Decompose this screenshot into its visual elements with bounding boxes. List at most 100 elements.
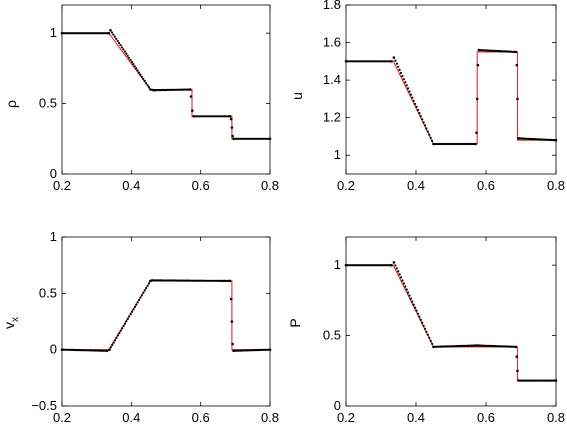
x-tick-label: 0.6 — [477, 410, 495, 425]
data-point — [229, 297, 233, 301]
data-point — [423, 327, 427, 330]
y-tick-label: −0.5 — [31, 398, 57, 413]
data-point — [431, 342, 434, 345]
data-point — [228, 115, 232, 118]
data-point — [411, 300, 414, 303]
y-tick-label: 1 — [334, 147, 341, 162]
data-point — [132, 63, 135, 66]
data-point — [395, 62, 398, 65]
data-point — [133, 65, 136, 68]
data-point — [113, 35, 116, 38]
data-point — [392, 56, 396, 59]
subplot-2: 0.2 0.4 0.6 0.8 1 1.2 1.4 1.6 1.8 u — [289, 0, 565, 193]
data-point — [412, 99, 415, 102]
series-points-2 — [60, 279, 272, 353]
data-point — [112, 341, 115, 344]
data-point — [405, 288, 408, 291]
data-point — [474, 142, 477, 146]
data-point — [515, 63, 519, 67]
data-point — [129, 58, 132, 62]
x-tick-label: 0.2 — [337, 178, 355, 193]
data-point — [147, 86, 151, 89]
data-point — [122, 48, 125, 51]
data-point — [135, 303, 138, 306]
data-point — [189, 88, 192, 91]
data-point — [116, 39, 119, 43]
x-tick-label: 0.4 — [122, 410, 140, 425]
data-point — [514, 50, 518, 54]
y-tick-label: 1 — [50, 25, 57, 40]
series-line-1 — [346, 51, 556, 145]
data-point — [404, 81, 407, 84]
y-tick-label: 0 — [334, 398, 341, 413]
data-point — [399, 71, 403, 75]
x-tick-label: 0.8 — [261, 410, 279, 425]
y-tick-label: 1.4 — [323, 72, 341, 87]
data-point — [147, 282, 151, 285]
data-point — [191, 109, 194, 112]
data-point — [397, 270, 400, 273]
data-point — [119, 329, 122, 332]
y-axis-label: u — [289, 92, 305, 100]
data-point — [475, 97, 479, 101]
y-tick-label: 1.6 — [323, 35, 341, 50]
data-point — [408, 90, 411, 93]
data-point — [231, 342, 234, 346]
data-point — [428, 133, 431, 136]
data-point — [229, 117, 233, 121]
x-tick-label: 0.2 — [337, 410, 355, 425]
data-point — [401, 279, 404, 282]
data-point — [416, 108, 420, 112]
data-point — [231, 134, 234, 138]
plot-frame — [345, 236, 557, 407]
data-point — [408, 294, 411, 297]
data-point — [422, 324, 425, 327]
plot-frame — [345, 4, 557, 175]
data-point — [109, 346, 112, 349]
y-tick-label: 1 — [50, 229, 57, 244]
data-point — [415, 309, 418, 312]
data-point — [109, 29, 112, 32]
data-point — [516, 97, 519, 101]
data-point — [132, 308, 135, 311]
data-point — [407, 291, 410, 294]
data-point — [390, 60, 393, 63]
data-point — [126, 54, 129, 57]
subplot-3: 0.2 0.4 0.6 0.8 −0.5 0 0.5 1 vx — [1, 229, 279, 425]
data-point — [128, 315, 131, 318]
x-tick-label: 0.6 — [192, 410, 210, 425]
series-line-1 — [62, 32, 270, 140]
data-point — [228, 279, 232, 283]
data-point — [136, 301, 139, 304]
plot-frame — [61, 4, 271, 175]
series-points-2 — [60, 29, 272, 141]
data-point — [118, 332, 121, 335]
data-point — [390, 263, 393, 267]
data-point — [476, 63, 480, 67]
data-point — [142, 77, 145, 80]
series-line-1 — [62, 280, 270, 351]
data-point — [139, 296, 142, 299]
data-point — [409, 297, 412, 300]
data-point — [475, 131, 478, 134]
data-point — [111, 343, 114, 346]
data-point — [516, 369, 519, 373]
plot-frame — [61, 236, 271, 407]
x-tick-label: 0.8 — [261, 178, 279, 193]
data-point — [122, 324, 125, 328]
data-point — [395, 267, 398, 270]
data-point — [401, 75, 404, 78]
data-point — [129, 313, 132, 316]
data-point — [112, 33, 115, 36]
data-point — [423, 124, 427, 127]
data-point — [114, 339, 117, 342]
data-point — [115, 336, 118, 339]
data-point — [146, 84, 149, 87]
data-point — [419, 115, 422, 118]
data-point — [418, 315, 421, 318]
data-point — [398, 68, 401, 71]
data-point — [121, 327, 124, 330]
data-point — [421, 321, 424, 324]
y-tick-label: 0 — [50, 342, 57, 357]
data-point — [414, 306, 417, 309]
